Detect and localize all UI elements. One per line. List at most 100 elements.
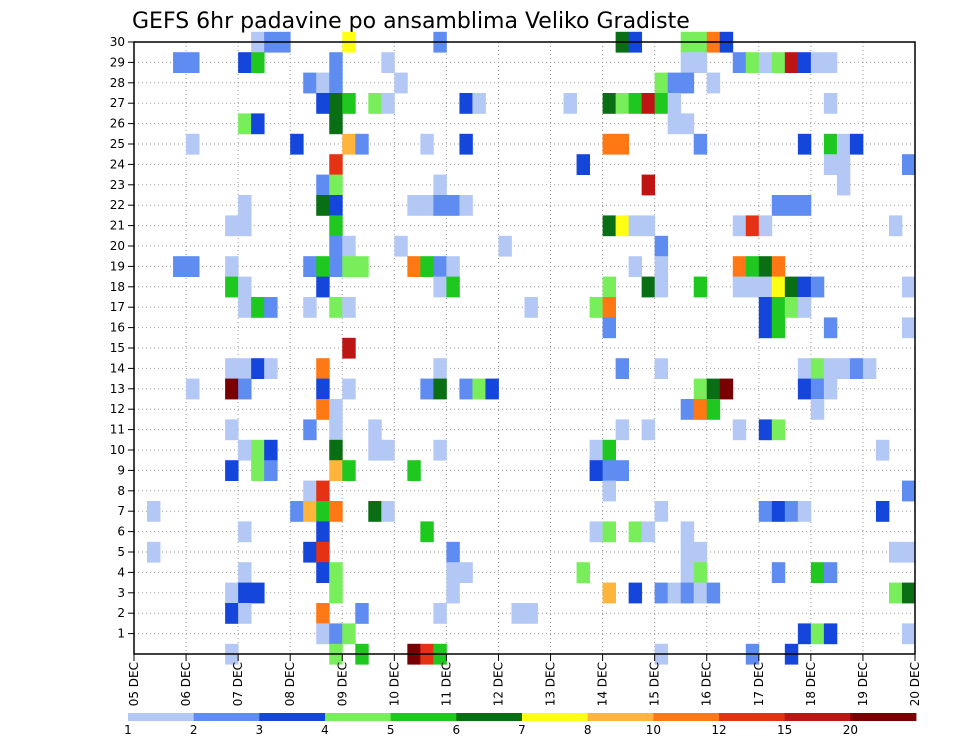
- y-tick-label: 10: [110, 443, 125, 457]
- heatmap-cell: [368, 419, 382, 441]
- heatmap-cell: [641, 215, 656, 237]
- heatmap-cell: [186, 52, 200, 73]
- y-tick-label: 18: [110, 280, 125, 294]
- heatmap-cell: [862, 358, 877, 379]
- y-tick-label: 22: [110, 198, 125, 212]
- heatmap-cell: [316, 358, 330, 379]
- heatmap-cell: [342, 378, 356, 400]
- heatmap-cell: [446, 541, 460, 563]
- heatmap-cell: [901, 582, 916, 604]
- heatmap-cell: [173, 256, 187, 277]
- heatmap-cell: [784, 276, 799, 298]
- legend-swatch: [193, 713, 260, 721]
- x-tick-label: 09 DEC: [335, 662, 349, 706]
- y-tick-label: 12: [110, 402, 125, 416]
- x-tick-label: 16 DEC: [700, 662, 714, 706]
- heatmap-cell: [901, 623, 916, 645]
- heatmap-cell: [238, 521, 252, 543]
- legend-swatch: [128, 713, 195, 721]
- heatmap-cell: [290, 501, 304, 522]
- heatmap-cell: [264, 460, 278, 481]
- heatmap-cell: [797, 52, 812, 73]
- heatmap-cell: [680, 113, 695, 135]
- heatmap-cell: [849, 133, 864, 155]
- heatmap-cell: [745, 52, 760, 73]
- heatmap-cell: [459, 133, 473, 155]
- heatmap-cell: [303, 501, 317, 522]
- heatmap-cell: [316, 93, 330, 114]
- heatmap-cell: [602, 215, 617, 237]
- heatmap-cell: [680, 521, 695, 543]
- legend-swatch: [325, 713, 392, 721]
- heatmap-cell: [394, 235, 408, 257]
- heatmap-cell: [771, 52, 786, 73]
- heatmap-cell: [680, 541, 695, 563]
- heatmap-cell: [680, 52, 695, 73]
- heatmap-cell: [589, 439, 603, 461]
- heatmap-cell: [329, 154, 343, 175]
- heatmap-cell: [706, 72, 721, 94]
- legend-swatch: [784, 713, 851, 721]
- heatmap-cell: [823, 317, 838, 339]
- x-tick-label: 20 DEC: [908, 662, 922, 706]
- heatmap-cell: [329, 113, 343, 135]
- heatmap-cell: [771, 256, 786, 277]
- heatmap-cell: [355, 603, 369, 624]
- color-legend: 1 2 3 4 5 6 7 8 10 12 15 20: [124, 713, 917, 737]
- heatmap-cell: [433, 358, 447, 379]
- heatmap-cell: [524, 297, 538, 318]
- heatmap-cell: [303, 419, 317, 441]
- legend-label: 6: [453, 723, 461, 737]
- y-tick-label: 5: [117, 545, 125, 559]
- heatmap-cell: [706, 582, 721, 604]
- heatmap-cell: [810, 276, 825, 298]
- heatmap-cell: [342, 297, 356, 318]
- heatmap-cell: [329, 52, 343, 73]
- legend-swatch: [390, 713, 457, 721]
- heatmap-cell: [784, 52, 799, 73]
- heatmap-cell: [667, 113, 682, 135]
- heatmap-cell: [628, 582, 643, 604]
- heatmap-cell: [732, 52, 747, 73]
- x-tick-label: 11 DEC: [439, 662, 453, 706]
- heatmap-cell: [628, 256, 643, 277]
- heatmap-cell: [589, 521, 603, 543]
- heatmap-cell: [758, 215, 773, 237]
- heatmap-cell: [225, 460, 239, 481]
- heatmap-cell: [836, 174, 851, 196]
- heatmap-cell: [680, 582, 695, 604]
- heatmap-cell: [654, 276, 669, 298]
- heatmap-cell: [641, 174, 656, 196]
- heatmap-cell: [420, 195, 434, 216]
- heatmap-cell: [238, 378, 252, 400]
- heatmap-cell: [836, 133, 851, 155]
- y-tick-label: 8: [117, 484, 125, 498]
- heatmap-cell: [680, 562, 695, 583]
- heatmap-cell: [524, 603, 538, 624]
- heatmap-cell: [771, 419, 786, 441]
- heatmap-cell: [797, 133, 812, 155]
- y-tick-label: 11: [110, 423, 125, 437]
- legend-swatch: [522, 713, 589, 721]
- heatmap-cell: [316, 521, 330, 543]
- y-tick-label: 14: [110, 361, 125, 375]
- heatmap-cell: [407, 460, 421, 481]
- heatmap-cell: [615, 358, 630, 379]
- heatmap-cell: [186, 256, 200, 277]
- heatmap-cell: [446, 195, 460, 216]
- heatmap-cell: [316, 541, 330, 563]
- heatmap-cell: [654, 358, 669, 379]
- heatmap-cell: [238, 603, 252, 624]
- heatmap-cell: [745, 215, 760, 237]
- heatmap-cell: [264, 439, 278, 461]
- y-tick-label: 26: [110, 117, 125, 131]
- heatmap-cell: [329, 195, 343, 216]
- heatmap-cell: [563, 93, 577, 114]
- heatmap-cell: [446, 256, 460, 277]
- y-tick-label: 9: [117, 463, 125, 477]
- heatmap-cell: [329, 439, 343, 461]
- heatmap-cell: [316, 501, 330, 522]
- legend-swatch: [456, 713, 523, 721]
- heatmap-cell: [238, 215, 252, 237]
